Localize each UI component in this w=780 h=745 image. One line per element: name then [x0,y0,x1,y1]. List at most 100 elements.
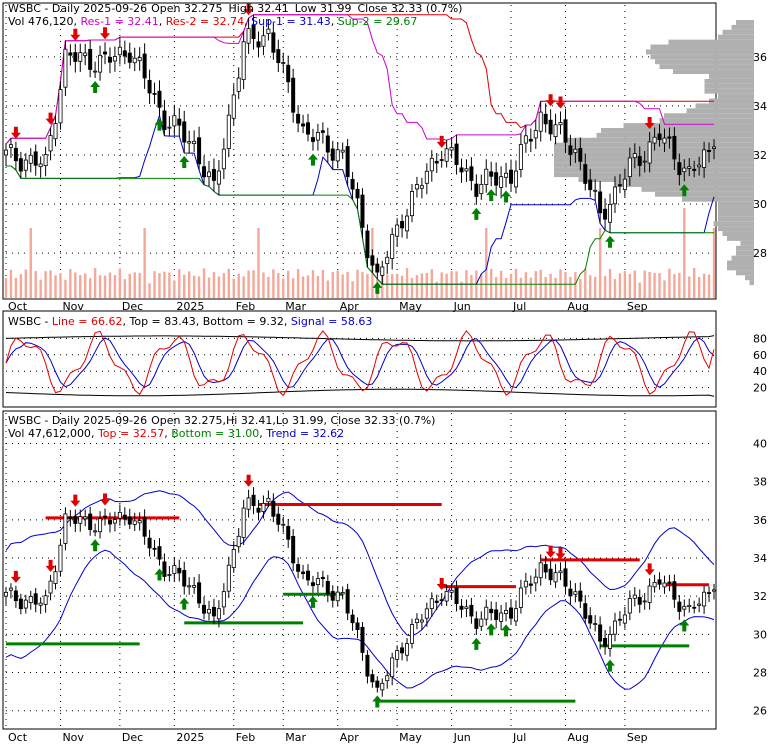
profile-bar [718,93,754,99]
band-candle-body [276,513,281,525]
price-candle-body [98,54,103,73]
volume-bar [19,274,23,298]
volume-bar [524,272,528,298]
band-candle-body [405,643,410,656]
price-candle-body [325,135,330,153]
price-candle-body [187,141,192,144]
band-candle-body [385,675,390,682]
price-candle-body [251,24,256,39]
profile-bar [736,245,754,251]
price-candle-body [474,183,479,197]
price-candle-body [608,203,613,223]
volume-bar [242,276,245,298]
band-candle-body [434,600,439,603]
osc-y-tick: 40 [753,365,767,378]
volume-bar [311,270,315,298]
volume-bar [4,278,8,298]
volume-bar [504,277,508,298]
volume-bar [460,281,463,298]
price-candle-body [355,188,360,199]
profile-bar [655,59,754,65]
osc-top: Top = 83.43 [129,315,196,328]
profile-bar [554,152,754,158]
volume-profile [554,20,754,286]
band-volume: Vol 47,612,000 [8,427,91,440]
volume-bar [425,272,429,298]
price-candle-body [83,52,88,56]
volume-bar [351,281,354,298]
band-candle-body [182,570,187,587]
price-candle-body [241,41,246,81]
band-candle-body [335,591,340,602]
volume-bar [44,271,47,298]
price-candle-body [637,156,642,166]
price-candle-body [320,130,325,133]
band-candle-body [241,507,246,538]
profile-bar [682,196,754,202]
band-candle-body [697,603,702,606]
profile-bar [736,250,754,256]
price-candle-body [563,119,568,143]
price-candle-body [647,141,652,164]
band-candle-body [365,654,370,677]
price-candle-body [677,162,682,176]
header-description: Daily 2025-09-26 [52,2,147,15]
price-x-tick: Dec [122,300,143,313]
price-candle-body [444,148,449,162]
header-res1: Res-1 = 32.41 [80,15,158,28]
band-header-line2: Vol 47,612,000, Top = 32.57, Bottom = 31… [8,427,344,440]
band-trend: Trend = 32.62 [265,427,344,440]
volume-bar [544,277,547,298]
volume-bar [262,272,265,298]
band-candle-body [548,568,553,581]
signal-arrows [10,3,690,294]
band-candle-body [132,520,137,525]
profile-bar [722,29,754,35]
price-candle-body [603,208,608,220]
up-arrow [307,595,318,608]
osc-y-tick: 20 [753,382,767,395]
volume-bar [232,278,235,298]
volume-bar [490,268,493,298]
price-candle-body [315,131,320,141]
band-candle-body [246,497,251,510]
price-candle-body [78,52,83,62]
osc-bottom: Bottom = 9.32 [203,315,284,328]
volume-bar [163,271,166,298]
band-candle-body [13,590,18,602]
volume-bar [93,268,97,298]
price-candle-body [370,255,375,266]
profile-bar [578,177,754,182]
volume-bar [692,268,696,298]
band-candle-body [647,585,652,603]
volume-bar [118,268,122,298]
band-candle-body [93,530,98,533]
volume-bar [34,271,37,298]
header-high: High 32.41 [229,2,289,15]
volume-bar [59,273,62,298]
volume-bar [153,271,156,298]
band-candle-body [454,587,459,605]
price-candle-body [588,179,593,191]
profile-bar [704,83,754,89]
price-candle-body [345,146,350,178]
res1-line [5,14,714,145]
band-candle-body [271,500,276,517]
profile-bar [554,167,754,173]
up-arrow [372,281,383,294]
volume-bar [207,277,211,298]
profile-bar [718,201,754,207]
price-candle-body [568,145,573,156]
band-candle-body [122,514,127,520]
volume-bar [108,272,112,298]
price-candle-body [622,178,627,191]
band-candle-body [117,511,122,519]
profile-bar [704,78,754,84]
band-candle-body [350,614,355,624]
band-candle-body [419,619,424,623]
band-close: Close 32.33 (0.7%) [331,414,436,427]
band-candle-body [256,507,261,513]
up-arrow [179,155,190,168]
band-candle-body [320,576,325,580]
